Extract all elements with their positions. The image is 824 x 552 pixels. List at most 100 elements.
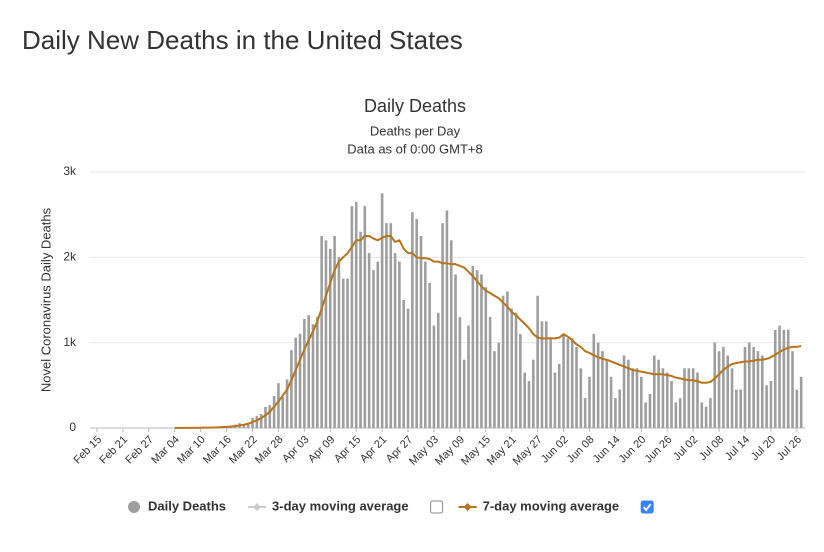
x-tick-label: Jun 26 bbox=[643, 434, 675, 466]
bar bbox=[791, 351, 794, 428]
x-tick-label: Jun 14 bbox=[591, 434, 623, 466]
bar bbox=[450, 240, 453, 428]
legend-label[interactable]: 3-day moving average bbox=[272, 498, 409, 513]
bar bbox=[713, 343, 716, 428]
x-tick-label: Mar 04 bbox=[149, 434, 182, 467]
x-tick-label: Mar 16 bbox=[201, 434, 234, 467]
bar bbox=[269, 405, 272, 428]
bar bbox=[307, 315, 310, 428]
y-tick-label: 2k bbox=[63, 250, 77, 264]
bar bbox=[618, 390, 621, 428]
bar bbox=[377, 262, 380, 428]
bar bbox=[593, 334, 596, 428]
bar bbox=[454, 274, 457, 428]
bar bbox=[610, 377, 613, 428]
bar bbox=[554, 373, 557, 428]
bar bbox=[640, 377, 643, 428]
bar bbox=[580, 368, 583, 428]
bar bbox=[463, 360, 466, 428]
bar bbox=[744, 347, 747, 428]
bar bbox=[398, 262, 401, 428]
legend-label[interactable]: Daily Deaths bbox=[148, 498, 226, 513]
bar bbox=[506, 291, 509, 428]
bar bbox=[299, 334, 302, 428]
x-tick-label: Feb 21 bbox=[97, 434, 130, 467]
legend-label[interactable]: 7-day moving average bbox=[483, 498, 620, 513]
bar bbox=[718, 351, 721, 428]
x-tick-label: Jul 14 bbox=[723, 434, 752, 463]
x-tick-label: Jul 02 bbox=[671, 434, 700, 463]
bar bbox=[662, 368, 665, 428]
x-tick-label: Feb 15 bbox=[71, 434, 104, 467]
bar bbox=[351, 206, 354, 428]
bar bbox=[290, 350, 293, 428]
bar bbox=[800, 377, 803, 428]
bar bbox=[558, 364, 561, 428]
bar bbox=[372, 270, 375, 428]
x-tick-label: Jun 02 bbox=[539, 434, 571, 466]
bar bbox=[446, 210, 449, 428]
bar bbox=[709, 398, 712, 428]
x-tick-label: Jul 20 bbox=[749, 434, 778, 463]
bar bbox=[567, 338, 570, 428]
bar bbox=[688, 368, 691, 428]
y-axis-label: Novel Coronavirus Daily Deaths bbox=[38, 207, 53, 392]
bar bbox=[346, 279, 349, 428]
bar bbox=[796, 390, 799, 428]
bar bbox=[489, 317, 492, 428]
bar bbox=[701, 402, 704, 428]
bar bbox=[411, 212, 414, 428]
legend-symbol bbox=[464, 503, 472, 511]
x-tick-label: Jun 20 bbox=[617, 434, 649, 466]
bar bbox=[752, 347, 755, 428]
bar bbox=[294, 338, 297, 428]
bar bbox=[428, 283, 431, 428]
bar bbox=[502, 296, 505, 428]
y-tick-label: 0 bbox=[69, 420, 76, 434]
legend-checkbox[interactable] bbox=[431, 501, 443, 513]
bar bbox=[407, 309, 410, 428]
bar bbox=[787, 330, 790, 428]
bar bbox=[636, 368, 639, 428]
bar bbox=[757, 351, 760, 428]
bar bbox=[644, 402, 647, 428]
bar bbox=[264, 407, 267, 428]
bar bbox=[515, 313, 518, 428]
legend-checkbox[interactable] bbox=[641, 501, 653, 513]
bar bbox=[666, 373, 669, 428]
bar bbox=[761, 355, 764, 428]
bar bbox=[778, 326, 781, 428]
x-tick-label: Feb 27 bbox=[123, 434, 156, 467]
bar bbox=[575, 347, 578, 428]
bar bbox=[381, 193, 384, 428]
bar bbox=[783, 330, 786, 428]
legend-symbol bbox=[253, 503, 261, 511]
bar bbox=[368, 253, 371, 428]
bar bbox=[342, 279, 345, 428]
x-tick-label: Jul 26 bbox=[775, 434, 804, 463]
bar bbox=[497, 343, 500, 428]
bar bbox=[731, 368, 734, 428]
bar bbox=[765, 385, 768, 428]
chart-subtitle: Data as of 0:00 GMT+8 bbox=[347, 141, 482, 156]
bar bbox=[653, 355, 656, 428]
bar bbox=[588, 377, 591, 428]
bar bbox=[437, 313, 440, 428]
bar bbox=[679, 398, 682, 428]
bar bbox=[532, 360, 535, 428]
x-tick-label: Apr 09 bbox=[306, 434, 337, 465]
bar bbox=[424, 262, 427, 428]
bar bbox=[433, 326, 436, 428]
x-tick-label: Mar 10 bbox=[175, 434, 208, 467]
bar bbox=[571, 338, 574, 428]
bar bbox=[584, 398, 587, 428]
bar bbox=[312, 324, 315, 428]
bar bbox=[627, 360, 630, 428]
bar bbox=[385, 223, 388, 428]
bar bbox=[355, 202, 358, 428]
bar bbox=[614, 398, 617, 428]
x-tick-label: Mar 22 bbox=[227, 434, 260, 467]
x-tick-label: May 27 bbox=[511, 434, 545, 468]
